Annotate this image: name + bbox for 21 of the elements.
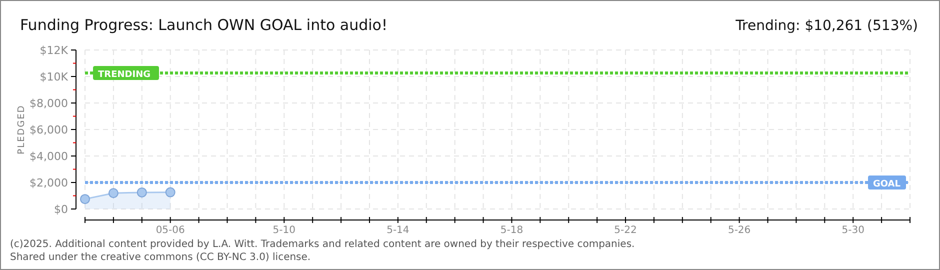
x-tick-label: 5-30 xyxy=(842,225,864,236)
ref-line-label: GOAL xyxy=(873,180,901,190)
y-tick-label: $10K xyxy=(40,70,69,84)
y-tick-label: $0 xyxy=(54,203,68,216)
x-tick-label: 5-10 xyxy=(272,225,296,236)
y-tick-label: $2,000 xyxy=(30,176,68,190)
y-tick-label: $12K xyxy=(40,44,69,57)
y-tick-label: $6,000 xyxy=(30,124,68,136)
x-tick-label: 05-06 xyxy=(156,225,185,236)
text: Shared under the creative commons (CC BY-NC 3.0) license. xyxy=(10,252,311,263)
y-tick-label: $8,000 xyxy=(30,97,68,110)
x-tick-label: 5-26 xyxy=(728,225,751,236)
x-tick-label: 5-22 xyxy=(614,225,637,236)
y-axis-title: PLEDGED xyxy=(17,104,27,154)
text: (c)2025. Additional content provided by L.A. Witt. Trademarks and related content are owned by their respective companies. xyxy=(10,239,635,250)
ref-line-label: TRENDING xyxy=(98,70,150,80)
x-tick-label: 5-14 xyxy=(386,225,410,236)
y-tick-label: $4,000 xyxy=(30,150,68,163)
text: Trending: $10,261 (513%) xyxy=(734,18,918,34)
chart-title: Funding Progress: Launch OWN GOAL into audio! xyxy=(20,16,388,34)
x-tick-label: 5-18 xyxy=(500,225,524,236)
